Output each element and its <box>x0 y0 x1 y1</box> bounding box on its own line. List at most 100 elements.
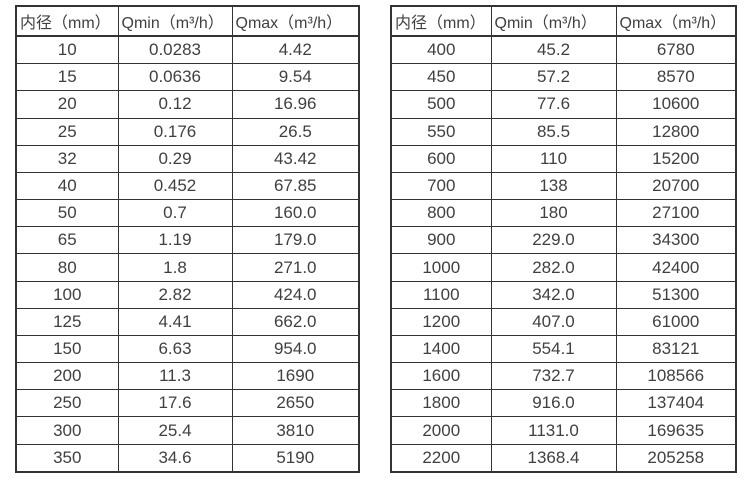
cell: 2200 <box>390 443 492 473</box>
cell: 108566 <box>615 362 737 391</box>
cell: 554.1 <box>490 334 617 364</box>
cell: 10 <box>15 35 119 65</box>
cell: 12800 <box>615 117 737 146</box>
table-row: 25 0.176 26.5 <box>15 117 360 146</box>
table-row: 400 45.2 6780 <box>390 35 737 65</box>
cell: 0.176 <box>117 117 233 146</box>
table-row: 40 0.452 67.85 <box>15 171 360 201</box>
cell: 250 <box>15 389 119 418</box>
cell: 1131.0 <box>490 416 617 445</box>
column-header: Qmax（m³/h） <box>615 5 737 37</box>
table-row: 900 229.0 34300 <box>390 226 737 255</box>
cell: 916.0 <box>490 389 617 418</box>
table-row: 150 6.63 954.0 <box>15 334 360 364</box>
table-row: 200 11.3 1690 <box>15 362 360 391</box>
table-row: 15 0.0636 9.54 <box>15 63 360 92</box>
cell: 20700 <box>615 171 737 201</box>
cell: 205258 <box>615 443 737 473</box>
cell: 10600 <box>615 90 737 119</box>
column-header: Qmax（m³/h） <box>231 5 360 37</box>
table-row: 350 34.6 5190 <box>15 443 360 473</box>
cell: 125 <box>15 307 119 336</box>
cell: 4.42 <box>231 35 360 65</box>
cell: 67.85 <box>231 171 360 201</box>
cell: 57.2 <box>490 63 617 92</box>
table-row: 125 4.41 662.0 <box>15 307 360 336</box>
table-row: 1000 282.0 42400 <box>390 253 737 282</box>
cell: 32 <box>15 144 119 173</box>
cell: 138 <box>490 171 617 201</box>
cell: 1368.4 <box>490 443 617 473</box>
cell: 8570 <box>615 63 737 92</box>
cell: 1100 <box>390 280 492 309</box>
cell: 42400 <box>615 253 737 282</box>
cell: 1600 <box>390 362 492 391</box>
cell: 180 <box>490 199 617 228</box>
cell: 61000 <box>615 307 737 336</box>
cell: 0.7 <box>117 199 233 228</box>
header-row: 内径（mm） Qmin（m³/h） Qmax（m³/h） <box>390 5 737 37</box>
header-row: 内径（mm） Qmin（m³/h） Qmax（m³/h） <box>15 5 360 37</box>
table-row: 1800 916.0 137404 <box>390 389 737 418</box>
cell: 900 <box>390 226 492 255</box>
cell: 17.6 <box>117 389 233 418</box>
cell: 50 <box>15 199 119 228</box>
cell: 85.5 <box>490 117 617 146</box>
cell: 1690 <box>231 362 360 391</box>
table-row: 800 180 27100 <box>390 199 737 228</box>
cell: 954.0 <box>231 334 360 364</box>
cell: 83121 <box>615 334 737 364</box>
cell: 0.12 <box>117 90 233 119</box>
cell: 1800 <box>390 389 492 418</box>
cell: 6.63 <box>117 334 233 364</box>
flow-rate-table-dn10-350: 内径（mm） Qmin（m³/h） Qmax（m³/h） 10 0.0283 4.42 1… <box>15 5 360 473</box>
cell: 0.0636 <box>117 63 233 92</box>
cell: 179.0 <box>231 226 360 255</box>
column-header: 内径（mm） <box>390 5 492 37</box>
cell: 2650 <box>231 389 360 418</box>
cell: 342.0 <box>490 280 617 309</box>
cell: 40 <box>15 171 119 201</box>
cell: 732.7 <box>490 362 617 391</box>
cell: 160.0 <box>231 199 360 228</box>
table-row: 2200 1368.4 205258 <box>390 443 737 473</box>
table-row: 50 0.7 160.0 <box>15 199 360 228</box>
cell: 110 <box>490 144 617 173</box>
column-header: Qmin（m³/h） <box>490 5 617 37</box>
cell: 77.6 <box>490 90 617 119</box>
cell: 169635 <box>615 416 737 445</box>
cell: 16.96 <box>231 90 360 119</box>
cell: 34.6 <box>117 443 233 473</box>
cell: 4.41 <box>117 307 233 336</box>
cell: 25 <box>15 117 119 146</box>
table-row: 80 1.8 271.0 <box>15 253 360 282</box>
table-row: 100 2.82 424.0 <box>15 280 360 309</box>
cell: 800 <box>390 199 492 228</box>
cell: 0.452 <box>117 171 233 201</box>
table-row: 1600 732.7 108566 <box>390 362 737 391</box>
table-row: 20 0.12 16.96 <box>15 90 360 119</box>
cell: 15 <box>15 63 119 92</box>
cell: 20 <box>15 90 119 119</box>
cell: 400 <box>390 35 492 65</box>
table-body: 10 0.0283 4.42 15 0.0636 9.54 20 0.12 16.96 25 0.1… <box>15 35 360 473</box>
cell: 600 <box>390 144 492 173</box>
cell: 424.0 <box>231 280 360 309</box>
cell: 51300 <box>615 280 737 309</box>
table-body: 400 45.2 6780 450 57.2 8570 500 77.6 10600 550 85.… <box>390 35 737 473</box>
cell: 34300 <box>615 226 737 255</box>
cell: 100 <box>15 280 119 309</box>
table-row: 500 77.6 10600 <box>390 90 737 119</box>
table-header: 内径（mm） Qmin（m³/h） Qmax（m³/h） <box>15 5 360 37</box>
cell: 43.42 <box>231 144 360 173</box>
cell: 282.0 <box>490 253 617 282</box>
cell: 300 <box>15 416 119 445</box>
table-header: 内径（mm） Qmin（m³/h） Qmax（m³/h） <box>390 5 737 37</box>
cell: 0.0283 <box>117 35 233 65</box>
cell: 450 <box>390 63 492 92</box>
table-row: 32 0.29 43.42 <box>15 144 360 173</box>
column-header: Qmin（m³/h） <box>117 5 233 37</box>
table-row: 250 17.6 2650 <box>15 389 360 418</box>
cell: 2000 <box>390 416 492 445</box>
cell: 271.0 <box>231 253 360 282</box>
